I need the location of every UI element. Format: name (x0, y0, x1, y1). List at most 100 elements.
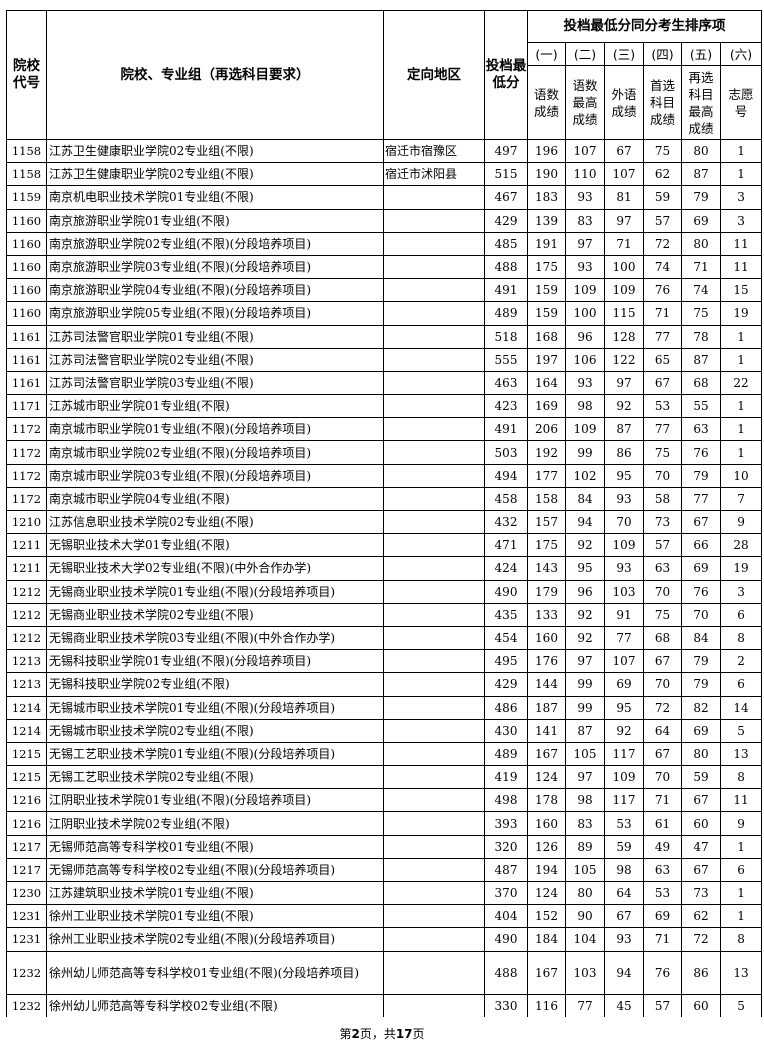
cell-min-score: 490 (484, 927, 528, 952)
header-min-score: 投档最低分 (484, 10, 528, 140)
cell-sort-2: 95 (565, 556, 605, 581)
cell-code: 1214 (6, 695, 47, 720)
cell-sort-2: 99 (565, 672, 605, 697)
cell-sort-3: 107 (604, 649, 644, 674)
cell-sort-3: 64 (604, 880, 644, 906)
cell-name: 南京旅游职业学院03专业组(不限)(分段培养项目) (46, 254, 384, 280)
cell-sort-2: 105 (565, 741, 605, 767)
table-row: 1215 无锡工艺职业技术学院01专业组(不限)(分段培养项目) 489 167 105… (6, 741, 763, 767)
cell-region (383, 927, 485, 952)
cell-sort-5: 62 (681, 904, 721, 929)
cell-sort-1: 126 (527, 834, 566, 859)
cell-sort-3: 92 (604, 718, 644, 743)
footer-suffix: 页 (412, 1027, 425, 1041)
cell-volunteer-no: 6 (719, 672, 763, 697)
header-sort-label: 语数成绩 (527, 65, 566, 140)
table-row: 1232 徐州幼儿师范高等专科学校01专业组(不限)(分段培养项目) 488 167 1… (6, 950, 763, 995)
table-row: 1232 徐州幼儿师范高等专科学校02专业组(不限) 330 116 77 45 57 60 5 (6, 993, 763, 1017)
cell-sort-5: 55 (681, 394, 721, 419)
cell-region (383, 765, 485, 790)
table-row: 1158 江苏卫生健康职业学院02专业组(不限) 宿迁市沭阳县 515 190 110 10… (6, 162, 763, 187)
cell-name: 江阴职业技术学院01专业组(不限)(分段培养项目) (46, 788, 384, 813)
cell-sort-1: 196 (527, 138, 566, 164)
table-row: 1211 无锡职业技术大学02专业组(不限)(中外合作办学) 424 143 95 93 6… (6, 556, 763, 581)
table-row: 1231 徐州工业职业技术学院02专业组(不限)(分段培养项目) 490 184 104… (6, 927, 763, 952)
cell-name: 徐州幼儿师范高等专科学校01专业组(不限)(分段培养项目) (46, 950, 384, 995)
cell-sort-2: 110 (565, 162, 605, 187)
cell-region (383, 394, 485, 419)
cell-name: 徐州工业职业技术学院02专业组(不限)(分段培养项目) (46, 927, 384, 952)
table-row: 1172 南京城市职业学院02专业组(不限)(分段培养项目) 503 192 99 86 7… (6, 440, 763, 465)
cell-sort-4: 77 (643, 324, 682, 349)
cell-name: 无锡商业职业技术学院01专业组(不限)(分段培养项目) (46, 579, 384, 604)
cell-volunteer-no: 1 (719, 138, 763, 164)
cell-code: 1211 (6, 533, 47, 558)
cell-sort-3: 71 (604, 231, 644, 256)
table-row: 1160 南京旅游职业学院03专业组(不限)(分段培养项目) 488 175 93 100… (6, 254, 763, 280)
table-row: 1172 南京城市职业学院03专业组(不限)(分段培养项目) 494 177 102 95… (6, 463, 763, 488)
cell-sort-2: 94 (565, 509, 605, 535)
cell-sort-5: 79 (681, 463, 721, 488)
cell-volunteer-no: 10 (719, 463, 763, 488)
cell-name: 江阴职业技术学院02专业组(不限) (46, 811, 384, 836)
cell-code: 1159 (6, 185, 47, 210)
cell-min-score: 429 (484, 208, 528, 233)
cell-sort-1: 139 (527, 208, 566, 233)
cell-region (383, 834, 485, 859)
cell-min-score: 488 (484, 254, 528, 280)
cell-min-score: 404 (484, 904, 528, 929)
cell-sort-3: 91 (604, 602, 644, 627)
cell-sort-3: 70 (604, 509, 644, 535)
cell-sort-3: 109 (604, 533, 644, 558)
cell-min-score: 424 (484, 556, 528, 581)
cell-volunteer-no: 1 (719, 417, 763, 442)
cell-sort-1: 175 (527, 254, 566, 280)
table-row: 1172 南京城市职业学院01专业组(不限)(分段培养项目) 491 206 109 87… (6, 417, 763, 442)
cell-code: 1213 (6, 672, 47, 697)
cell-code: 1172 (6, 440, 47, 465)
cell-min-score: 518 (484, 324, 528, 349)
cell-code: 1215 (6, 765, 47, 790)
cell-sort-3: 98 (604, 857, 644, 883)
cell-sort-2: 99 (565, 440, 605, 465)
cell-sort-2: 102 (565, 463, 605, 488)
cell-volunteer-no: 13 (719, 950, 763, 995)
header-sort-num: (一) (527, 42, 566, 66)
cell-min-score: 463 (484, 370, 528, 396)
cell-sort-4: 53 (643, 880, 682, 906)
cell-sort-3: 59 (604, 834, 644, 859)
cell-sort-1: 176 (527, 649, 566, 674)
cell-name: 无锡师范高等专科学校02专业组(不限)(分段培养项目) (46, 857, 384, 883)
cell-min-score: 471 (484, 533, 528, 558)
cell-sort-5: 80 (681, 138, 721, 164)
cell-region (383, 904, 485, 929)
cell-sort-1: 160 (527, 625, 566, 651)
cell-code: 1217 (6, 857, 47, 883)
cell-sort-2: 77 (565, 993, 605, 1017)
cell-code: 1172 (6, 486, 47, 512)
table-row: 1216 江阴职业技术学院02专业组(不限) 393 160 83 53 61 60 9 (6, 811, 763, 836)
cell-min-score: 454 (484, 625, 528, 651)
cell-volunteer-no: 1 (719, 904, 763, 929)
header-sort-label: 外语成绩 (604, 65, 644, 140)
cell-sort-5: 73 (681, 880, 721, 906)
cell-sort-4: 75 (643, 440, 682, 465)
cell-min-score: 419 (484, 765, 528, 790)
cell-sort-5: 72 (681, 927, 721, 952)
cell-min-score: 330 (484, 993, 528, 1017)
cell-sort-1: 190 (527, 162, 566, 187)
table-row: 1213 无锡科技职业学院01专业组(不限)(分段培养项目) 495 176 97 107… (6, 649, 763, 674)
cell-sort-5: 70 (681, 602, 721, 627)
table-row: 1212 无锡商业职业技术学院02专业组(不限) 435 133 92 91 75 70 6 (6, 602, 763, 627)
cell-code: 1212 (6, 625, 47, 651)
cell-sort-1: 144 (527, 672, 566, 697)
cell-region (383, 463, 485, 488)
cell-region (383, 254, 485, 280)
footer-middle: 页，共 (359, 1027, 396, 1041)
cell-code: 1211 (6, 556, 47, 581)
cell-code: 1161 (6, 324, 47, 349)
cell-sort-2: 100 (565, 301, 605, 326)
cell-sort-1: 183 (527, 185, 566, 210)
table-row: 1214 无锡城市职业技术学院01专业组(不限)(分段培养项目) 486 187 99 9… (6, 695, 763, 720)
cell-sort-2: 80 (565, 880, 605, 906)
